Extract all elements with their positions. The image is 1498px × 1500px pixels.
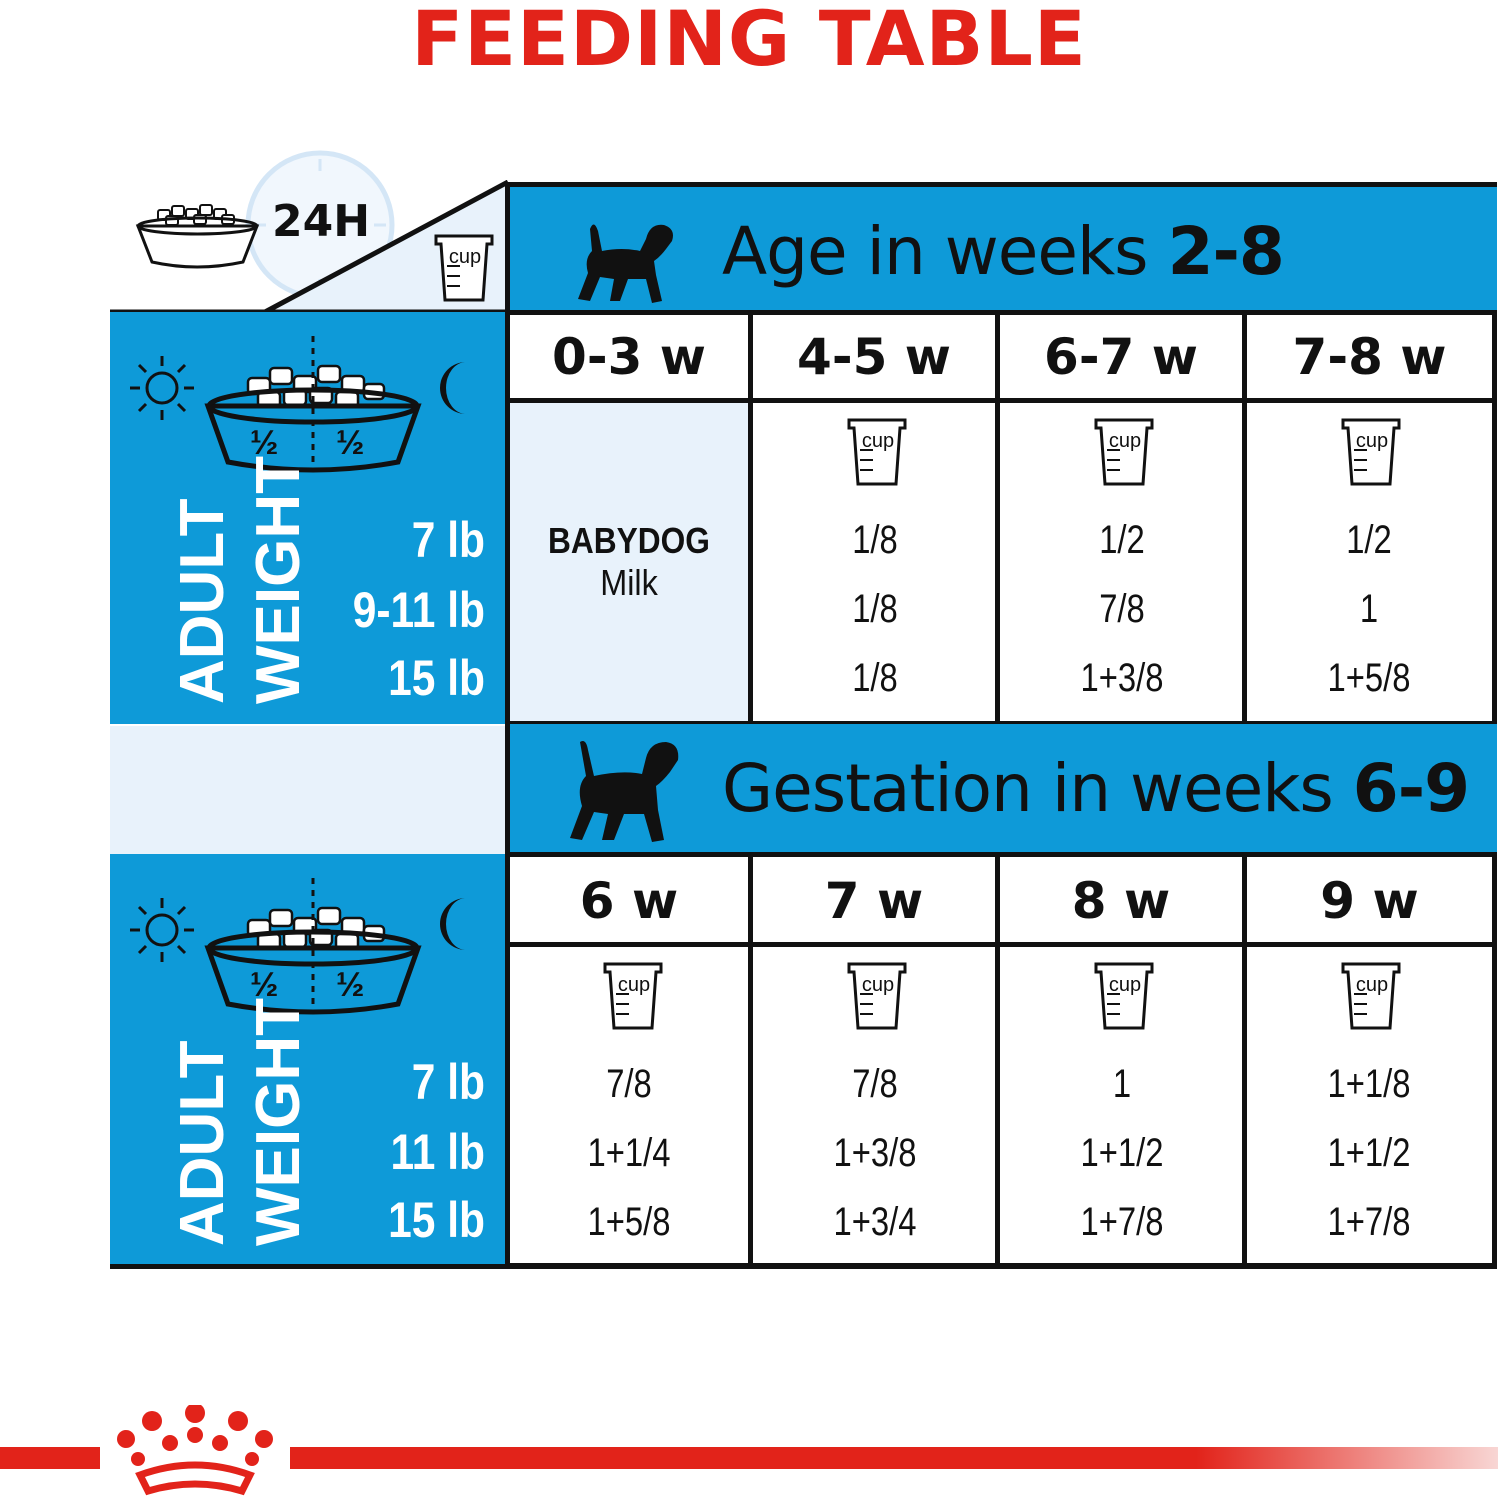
age-side-panel: ½ ½ ADULT WEIGHT 7 lb 9-11 lb 15 lb <box>110 312 507 724</box>
measuring-cup-icon: cup <box>845 960 909 1037</box>
age-cell: 1/8 <box>852 656 898 700</box>
gestation-cell: 7/8 <box>852 1062 898 1106</box>
sun-icon <box>130 898 194 962</box>
weight-row-3: 15 lb <box>388 1192 485 1248</box>
measuring-cup-icon: cup <box>432 232 496 309</box>
footer-bar-left <box>0 1447 100 1469</box>
weight-row-2: 11 lb <box>390 1124 485 1180</box>
age-cell: 1/8 <box>852 587 898 631</box>
food-bowl-icon <box>135 204 260 269</box>
gestation-col-1: 6 w <box>579 872 679 930</box>
measuring-cup-icon: cup <box>1092 960 1156 1037</box>
age-col-1: 0-3 w <box>552 328 706 386</box>
split-bowl-icon <box>204 336 422 473</box>
half-left: ½ <box>250 966 279 1004</box>
age-col-4: 7-8 w <box>1292 328 1447 386</box>
measuring-cup-icon: cup <box>601 960 665 1037</box>
page-title: FEEDING TABLE <box>411 0 1087 83</box>
duration-label: 24H <box>272 196 371 247</box>
age-cell: 1/2 <box>1099 518 1145 562</box>
gestation-col-2: 7 w <box>824 872 924 930</box>
babydog-milk-label: BABYDOG Milk <box>548 520 710 603</box>
measuring-cup-icon: cup <box>845 416 909 493</box>
gestation-cell: 1+1/2 <box>1080 1131 1164 1175</box>
gestation-cell: 7/8 <box>606 1062 652 1106</box>
puppy-icon <box>578 224 673 303</box>
weight-row-1: 7 lb <box>411 512 485 568</box>
measuring-cup-icon: cup <box>1092 416 1156 493</box>
weight-row-2: 9-11 lb <box>352 582 485 638</box>
babydog-cell <box>510 403 748 721</box>
moon-icon <box>440 362 466 414</box>
gestation-cell: 1+5/8 <box>587 1200 671 1244</box>
gestation-table: 6 w 7 w 8 w 9 w cup cup cup cup 7/8 7/8 … <box>505 852 1497 1268</box>
gestation-col-3: 8 w <box>1071 872 1171 930</box>
gestation-cell: 1+3/4 <box>833 1200 917 1244</box>
gestation-cell: 1 <box>1112 1062 1132 1106</box>
gestation-cell: 1+1/8 <box>1327 1062 1411 1106</box>
adult-label: ADULT <box>168 498 237 704</box>
weight-row-1: 7 lb <box>411 1054 485 1110</box>
measuring-cup-icon: cup <box>1339 960 1403 1037</box>
age-cell: 1+3/8 <box>1080 656 1164 700</box>
dog-icon <box>570 741 679 842</box>
half-left: ½ <box>250 424 279 462</box>
gestation-cell: 1+7/8 <box>1327 1200 1411 1244</box>
gestation-cell: 1+1/4 <box>587 1131 671 1175</box>
weight-row-3: 15 lb <box>388 650 485 706</box>
adult-label: ADULT <box>168 1040 237 1246</box>
gestation-header-band: Gestation in weeks 6-9 <box>505 724 1497 856</box>
sun-icon <box>130 356 194 420</box>
age-col-2: 4-5 w <box>797 328 951 386</box>
gestation-side-panel: ½ ½ ADULT WEIGHT 7 lb 11 lb 15 lb <box>110 854 507 1266</box>
age-cell: 1/8 <box>852 518 898 562</box>
royal-canin-crown-logo <box>117 1405 273 1496</box>
gestation-header-title: Gestation in weeks 6-9 <box>722 750 1470 827</box>
legend: 24H cup <box>110 140 510 315</box>
age-cell: 1 <box>1359 587 1379 631</box>
half-right: ½ <box>336 966 365 1004</box>
gestation-col-4: 9 w <box>1320 872 1419 930</box>
age-cell: 1/2 <box>1346 518 1392 562</box>
gestation-cell: 1+1/2 <box>1327 1131 1411 1175</box>
age-table: 0-3 w 4-5 w 6-7 w 7-8 w BABYDOG Milk cup… <box>505 310 1497 726</box>
split-bowl-icon <box>204 878 422 1015</box>
gestation-cell: 1+3/8 <box>833 1131 917 1175</box>
age-cell: 7/8 <box>1099 587 1145 631</box>
footer-bar-right <box>290 1447 1498 1469</box>
age-col-3: 6-7 w <box>1044 328 1198 386</box>
gestation-cell: 1+7/8 <box>1080 1200 1164 1244</box>
moon-icon <box>440 898 466 950</box>
age-header-band: Age in weeks 2-8 <box>505 182 1497 314</box>
half-right: ½ <box>336 424 365 462</box>
spacer-band <box>110 726 505 854</box>
measuring-cup-icon: cup <box>1339 416 1403 493</box>
age-cell: 1+5/8 <box>1327 656 1411 700</box>
age-header-title: Age in weeks 2-8 <box>722 213 1285 290</box>
